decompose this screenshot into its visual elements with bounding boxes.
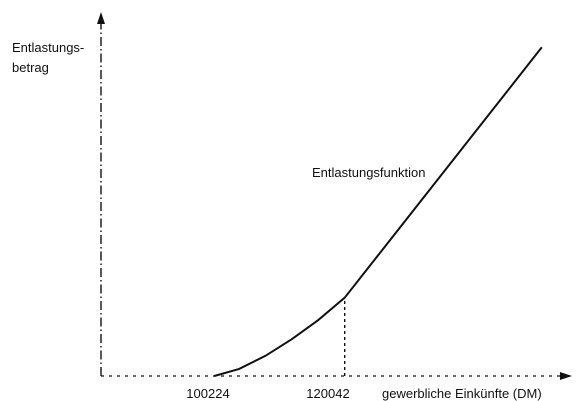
x-tick-label-120042: 120042	[306, 386, 349, 401]
y-axis-label-line1: Entlastungs-	[12, 40, 84, 55]
x-axis-arrow	[560, 372, 572, 380]
x-tick-label-100224: 100224	[186, 386, 229, 401]
y-axis-label-line2: betrag	[12, 60, 49, 75]
series-line-entlastungsfunktion	[214, 46, 543, 377]
function-annotation: Entlastungsfunktion	[312, 165, 425, 180]
y-axis-arrow	[97, 12, 105, 24]
x-axis-label: gewerbliche Einkünfte (DM)	[382, 386, 542, 401]
